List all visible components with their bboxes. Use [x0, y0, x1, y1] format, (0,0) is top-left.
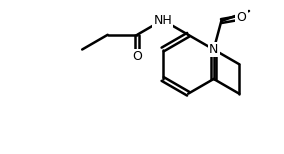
- Text: O: O: [237, 11, 247, 24]
- Text: NH: NH: [153, 14, 172, 26]
- Text: N: N: [209, 43, 218, 56]
- Text: O: O: [132, 50, 142, 63]
